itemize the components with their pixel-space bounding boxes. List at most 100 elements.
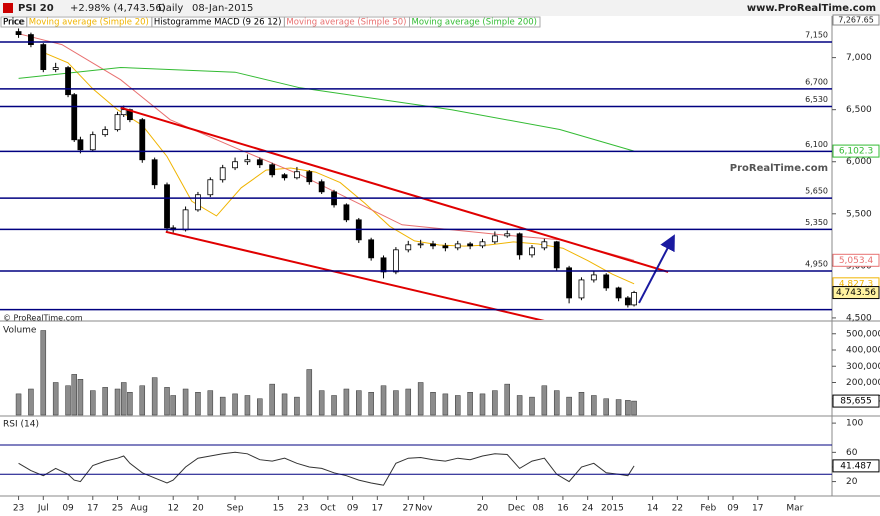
x-tick-label: 16 <box>557 504 569 514</box>
candle-body <box>541 241 548 249</box>
candle-body <box>615 287 622 299</box>
panel <box>18 451 635 486</box>
volume-bar <box>603 398 609 416</box>
header-bar <box>0 0 880 16</box>
volume-bar <box>102 387 108 416</box>
x-tick-label: Feb <box>700 504 716 514</box>
volume-bar <box>380 385 387 416</box>
candle-body <box>232 161 238 169</box>
candle-body <box>479 241 486 247</box>
candle-body <box>590 274 597 281</box>
volume-bar <box>306 369 313 416</box>
last-value-box <box>832 459 880 473</box>
candle-body <box>120 109 127 116</box>
volume-bar <box>529 396 535 416</box>
last-value-box <box>832 144 880 158</box>
volume-bar <box>553 390 560 416</box>
x-tick-label: Nov <box>415 504 433 514</box>
level-label: 5,350 <box>805 218 828 227</box>
candle-body <box>454 243 461 249</box>
candle-body <box>603 274 610 289</box>
candle-body <box>114 114 121 131</box>
volume-bar <box>65 385 71 416</box>
panel-label: Price <box>3 18 25 28</box>
candle-body <box>624 297 631 306</box>
candle-body <box>631 292 637 306</box>
candle-body <box>442 245 449 249</box>
candle-body <box>15 31 22 35</box>
x-tick-label: 20 <box>477 504 489 514</box>
x-tick-label: Sep <box>227 504 244 514</box>
x-tick-label: Jul <box>37 504 49 514</box>
last-value-box <box>832 253 880 267</box>
last-value-label: 4,827.3 <box>839 279 873 289</box>
candle-body <box>102 129 109 136</box>
volume-bar <box>516 395 523 416</box>
candle-body <box>207 179 214 196</box>
x-tick-label: 20 <box>192 504 204 514</box>
candle-body <box>28 34 34 45</box>
volume-bar <box>207 390 214 416</box>
date: 08-Jan-2015 <box>192 3 253 14</box>
level-label: 5,650 <box>805 187 828 196</box>
candle-body <box>89 134 96 151</box>
candle-body <box>269 164 276 176</box>
volume-bar <box>430 392 436 416</box>
candle-body <box>151 159 158 186</box>
copyright: © ProRealTime.com <box>3 314 83 323</box>
volume-bar <box>405 388 412 416</box>
volume-bar <box>455 395 461 416</box>
volume-bar <box>15 393 22 416</box>
site: www.ProRealTime.com <box>747 3 876 14</box>
legend-box <box>409 16 541 28</box>
x-tick-label: 23 <box>297 504 308 514</box>
last-value-label: 4,743.56 <box>836 288 876 298</box>
candle-body <box>368 239 375 259</box>
y-tick-label: 6,500 <box>846 105 872 115</box>
legend-entry: Price <box>3 18 24 28</box>
x-tick-label: 12 <box>167 504 178 514</box>
volume-bar <box>343 388 350 416</box>
volume-bar <box>269 383 275 416</box>
y-tick-label: 300,000 <box>846 362 880 372</box>
legend-entry: Moving average (Simple 200) <box>412 18 538 28</box>
panel-label: Volume <box>3 326 37 336</box>
candle-body <box>529 247 535 256</box>
level-label: 7,150 <box>805 30 828 39</box>
x-tick-label: 09 <box>727 504 739 514</box>
level-label: 6,530 <box>805 95 828 104</box>
candle-body <box>392 249 399 273</box>
y-tick-label: 100 <box>846 419 863 429</box>
volume-bar <box>219 396 226 416</box>
volume-bar <box>114 388 121 416</box>
x-tick-label: 08 <box>532 504 544 514</box>
candle-body <box>504 233 511 237</box>
volume-bar <box>479 393 486 416</box>
y-tick-label: 400,000 <box>846 346 880 356</box>
x-tick-label: 15 <box>273 504 284 514</box>
candle-body <box>578 279 585 299</box>
volume-bar <box>504 383 510 416</box>
moving-average <box>18 66 635 152</box>
volume-bar <box>368 392 374 416</box>
volume-bar <box>151 377 158 416</box>
volume-bar <box>77 379 84 416</box>
last-value-box <box>832 286 880 300</box>
last-value-label: 5,053.4 <box>839 256 874 266</box>
y-tick-label: 7,000 <box>846 53 872 63</box>
volume-bar <box>232 393 238 416</box>
x-tick-label: 14 <box>647 504 659 514</box>
x-tick-label: 09 <box>62 504 74 514</box>
panel-label: RSI (14) <box>3 420 39 430</box>
volume-bar <box>195 392 201 416</box>
x-tick-label: 17 <box>372 504 383 514</box>
candle-body <box>417 243 424 246</box>
candle-body <box>65 67 71 96</box>
level-label: 6,700 <box>805 77 828 86</box>
last-value-box <box>832 394 880 408</box>
volume-bar <box>591 395 597 416</box>
candle-body <box>491 235 498 243</box>
y-tick-label: 5,500 <box>846 209 872 219</box>
volume-bar <box>281 393 288 416</box>
